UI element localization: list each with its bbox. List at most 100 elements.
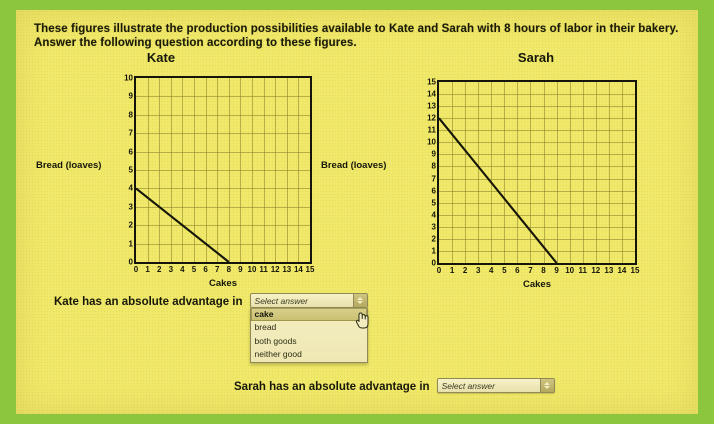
- x-axis-tick-label: 15: [630, 266, 640, 275]
- y-axis-tick-label: 13: [427, 101, 436, 111]
- y-axis-tick-label: 15: [427, 77, 436, 87]
- gridline-vertical: [569, 82, 571, 263]
- gridline-horizontal: [136, 243, 310, 245]
- figure-kate-xlabel: Cakes: [209, 278, 237, 289]
- x-axis-tick-label: 10: [565, 266, 575, 275]
- x-axis-tick-label: 6: [515, 266, 520, 275]
- figure-sarah-title: Sarah: [517, 50, 555, 65]
- kate-answer-option[interactable]: cake: [250, 308, 367, 322]
- gridline-horizontal: [439, 214, 635, 216]
- y-axis-tick-label: 5: [431, 198, 436, 208]
- kate-answer-option[interactable]: both goods: [254, 335, 297, 346]
- gridline-horizontal: [136, 170, 310, 171]
- x-axis-tick-label: 2: [462, 266, 468, 275]
- gridline-horizontal: [136, 225, 310, 227]
- gridline-horizontal: [439, 130, 635, 132]
- gridline-vertical: [465, 82, 467, 263]
- x-axis-tick-label: 11: [578, 266, 587, 275]
- x-axis-tick-label: 8: [226, 265, 232, 274]
- gridline-horizontal: [136, 151, 310, 153]
- kate-answer-stepper[interactable]: [352, 294, 367, 307]
- gridline-horizontal: [439, 190, 635, 192]
- x-axis-tick-label: 15: [305, 265, 315, 274]
- y-axis-tick-label: 1: [128, 239, 133, 249]
- sarah-answer-stepper[interactable]: [539, 379, 554, 392]
- kate-answer-select[interactable]: Select answer: [249, 293, 368, 308]
- chevron-down-icon: [544, 386, 551, 389]
- question-row-sarah: Sarah has an absolute advantage in Selec…: [234, 378, 555, 393]
- x-axis-tick-label: 2: [156, 265, 162, 274]
- figure-kate-title: Kate: [146, 50, 176, 65]
- x-axis-tick-label: 13: [282, 265, 292, 274]
- y-axis-tick-label: 8: [128, 110, 133, 120]
- gridline-vertical: [595, 82, 597, 263]
- gridline-vertical: [543, 82, 545, 263]
- x-axis-tick-label: 12: [270, 265, 280, 274]
- question-prompt: These figures illustrate the production …: [34, 23, 679, 50]
- figure-sarah-plot-area: 0 1 2 3 4 5 6 7 8 9 10 11 12 13 14 15 0 1 2 3 4 5 6 7 8 9 10 11 12 1…: [427, 78, 639, 276]
- figure-sarah-ppf-line: [438, 117, 558, 264]
- y-axis-tick-label: 11: [427, 125, 436, 135]
- x-axis-tick-label: 4: [180, 265, 185, 274]
- gridline-vertical: [517, 82, 519, 263]
- kate-answer-option[interactable]: neither good: [254, 349, 302, 360]
- x-axis-tick-label: 0: [133, 265, 139, 274]
- figure-sarah-ylabel: Bread (loaves): [321, 160, 387, 171]
- x-axis-tick-label: 3: [475, 266, 481, 275]
- y-axis-tick-label: 7: [128, 128, 133, 138]
- y-axis-tick-label: 3: [128, 202, 133, 212]
- x-axis-tick-label: 10: [247, 265, 257, 274]
- y-axis-tick-label: 0: [128, 257, 133, 267]
- gridline-horizontal: [439, 178, 635, 180]
- gridline-vertical: [491, 82, 493, 263]
- kate-answer-option-list[interactable]: cake bread both goods neither good: [249, 308, 368, 363]
- gridline-horizontal: [439, 94, 635, 96]
- y-axis-tick-label: 3: [431, 222, 436, 232]
- gridline-vertical: [452, 82, 454, 263]
- gridline-horizontal: [136, 133, 310, 135]
- kate-answer-option[interactable]: bread: [254, 322, 277, 333]
- x-axis-tick-label: 9: [238, 265, 243, 274]
- worksheet-page: These figures illustrate the production …: [16, 10, 698, 414]
- x-axis-tick-label: 0: [436, 266, 442, 275]
- y-axis-tick-label: 7: [431, 174, 436, 184]
- gridline-horizontal: [136, 114, 310, 116]
- x-axis-tick-label: 5: [191, 265, 197, 274]
- y-axis-tick-label: 9: [431, 149, 436, 159]
- figure-sarah: Sarah Bread (loaves) 0 1 2 3 4 5 6 7 8 9 10 11 12 13 1…: [316, 50, 656, 290]
- y-axis-tick-label: 4: [431, 210, 436, 220]
- y-axis-tick-label: 10: [427, 137, 436, 147]
- y-axis-tick-label: 2: [431, 234, 436, 244]
- y-axis-tick-label: 5: [128, 165, 133, 175]
- x-axis-tick-label: 1: [449, 266, 455, 275]
- figure-kate-ylabel: Bread (loaves): [36, 160, 102, 171]
- y-axis-tick-label: 9: [128, 91, 133, 101]
- y-axis-tick-label: 6: [431, 186, 436, 196]
- x-axis-tick-label: 5: [502, 266, 507, 275]
- x-axis-tick-label: 14: [293, 265, 303, 274]
- gridline-vertical: [582, 82, 584, 263]
- x-axis-tick-label: 7: [214, 265, 220, 274]
- x-axis-tick-label: 13: [604, 266, 614, 275]
- figure-sarah-xlabel: Cakes: [523, 279, 551, 290]
- gridline-vertical: [530, 82, 532, 263]
- y-axis-tick-label: 2: [128, 220, 133, 230]
- gridline-horizontal: [439, 154, 635, 156]
- gridline-horizontal: [439, 118, 635, 120]
- question-sarah-label: Sarah has an absolute advantage in: [234, 381, 430, 393]
- sarah-answer-select[interactable]: Select answer: [436, 378, 555, 393]
- figure-kate-ppf-line: [135, 187, 230, 263]
- y-axis-tick-label: 8: [431, 161, 436, 171]
- y-axis-tick-label: 4: [128, 183, 133, 193]
- y-axis-tick-label: 14: [427, 89, 436, 99]
- gridline-vertical: [478, 82, 480, 263]
- gridline-horizontal: [439, 142, 635, 144]
- x-axis-tick-label: 12: [591, 266, 601, 275]
- x-axis-tick-label: 9: [554, 266, 559, 275]
- gridline-horizontal: [439, 106, 635, 108]
- figure-kate-gridlines: [136, 78, 310, 262]
- x-axis-tick-label: 11: [259, 265, 268, 274]
- kate-answer-selected-value: Select answer: [254, 295, 308, 306]
